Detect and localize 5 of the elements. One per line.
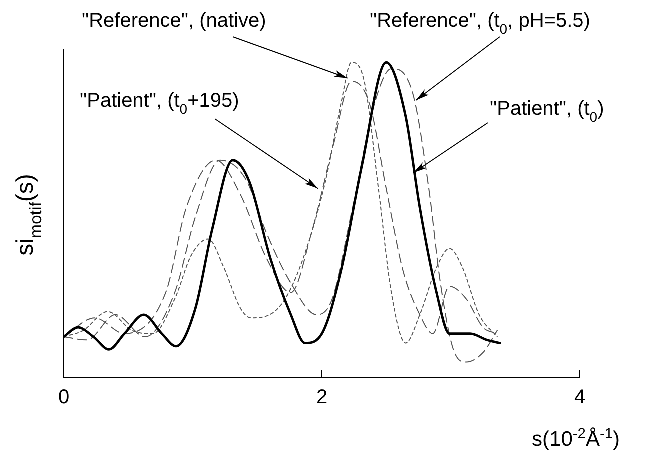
x-tick-label: 2 (316, 386, 328, 409)
x-tick-label: 4 (574, 386, 586, 409)
annotation: "Reference", (native) (82, 10, 266, 32)
y-axis-title: simotif(s) (12, 174, 46, 256)
x-tick-label: 0 (58, 386, 70, 409)
